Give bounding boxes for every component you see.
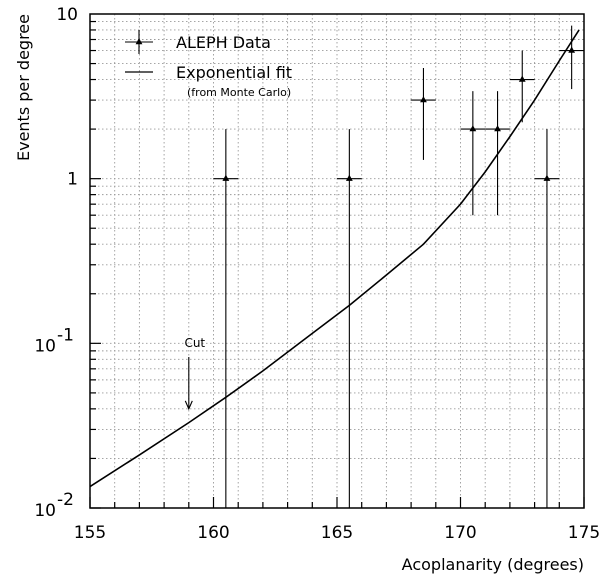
data-marker — [345, 174, 353, 181]
x-axis-title: Acoplanarity (degrees) — [402, 555, 584, 574]
data-point — [213, 129, 239, 508]
x-tick-label: 165 — [321, 523, 353, 543]
cut-arrow-head — [184, 400, 193, 411]
x-tick-label: 160 — [197, 523, 229, 543]
y-tick-label: 1 — [67, 170, 78, 190]
axis-ticks — [89, 20, 585, 509]
y-axis-title: Events per degree — [14, 14, 33, 161]
y-tick-exponent: -1 — [57, 325, 74, 345]
annotations: Cut — [184, 336, 205, 411]
data-marker — [543, 174, 551, 181]
data-marker — [494, 125, 501, 132]
data-points-layer — [213, 25, 584, 508]
data-marker — [420, 96, 427, 103]
data-marker — [222, 174, 230, 181]
y-tick-label: 10 — [56, 5, 78, 25]
x-tick-label: 175 — [568, 523, 600, 543]
legend-label-fit-note: (from Monte Carlo) — [187, 86, 291, 99]
grid-lines — [90, 14, 584, 508]
data-point — [337, 129, 362, 508]
y-tick-exponent: -2 — [57, 490, 74, 510]
x-tick-label: 155 — [74, 523, 106, 543]
legend: ALEPH Data Exponential fit (from Monte Car… — [125, 30, 292, 99]
legend-data-marker — [135, 38, 143, 45]
plot-frame — [89, 13, 585, 509]
data-point — [509, 50, 535, 123]
cut-label: Cut — [184, 336, 205, 350]
legend-label-fit: Exponential fit — [176, 63, 292, 82]
data-marker — [518, 75, 526, 82]
y-tick-label: 10 — [34, 336, 56, 356]
y-tick-label: 10 — [34, 501, 56, 521]
legend-label-data: ALEPH Data — [176, 33, 271, 52]
data-point — [485, 91, 510, 216]
data-point — [411, 67, 436, 160]
exponential-fit-line — [89, 29, 580, 488]
fit-curve-layer — [89, 29, 580, 488]
data-point — [559, 25, 584, 90]
data-point — [460, 91, 486, 216]
data-point — [534, 129, 560, 508]
x-tick-label: 170 — [444, 523, 476, 543]
data-marker — [568, 46, 576, 53]
data-marker — [469, 125, 477, 132]
